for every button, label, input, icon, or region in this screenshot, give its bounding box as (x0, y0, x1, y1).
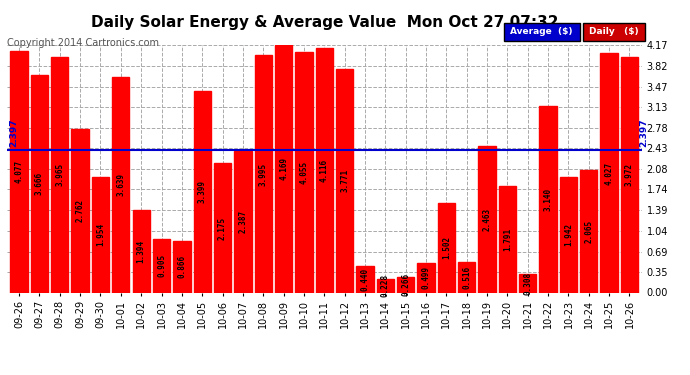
Bar (377, 279, 394, 292)
Text: 0.905: 0.905 (157, 254, 166, 277)
Bar (31, 75, 48, 292)
Bar (295, 52, 313, 292)
Bar (214, 164, 231, 292)
Bar (194, 91, 211, 292)
Text: Daily Solar Energy & Average Value  Mon Oct 27 07:32: Daily Solar Energy & Average Value Mon O… (90, 15, 558, 30)
Bar (478, 146, 495, 292)
Text: 4.116: 4.116 (319, 159, 329, 182)
Bar (132, 210, 150, 292)
Text: Copyright 2014 Cartronics.com: Copyright 2014 Cartronics.com (7, 38, 159, 48)
Text: 0.440: 0.440 (360, 268, 369, 291)
Text: Daily   ($): Daily ($) (589, 27, 639, 36)
Bar (92, 177, 109, 292)
Bar (519, 274, 536, 292)
Text: 3.995: 3.995 (259, 162, 268, 186)
Text: 4.077: 4.077 (14, 160, 23, 183)
Bar (173, 241, 190, 292)
Text: Average  ($): Average ($) (511, 27, 573, 36)
Bar (10, 51, 28, 292)
Bar (275, 45, 293, 292)
Text: 4.027: 4.027 (604, 161, 613, 184)
Bar (580, 170, 598, 292)
Bar (336, 69, 353, 292)
Text: 1.791: 1.791 (503, 228, 512, 251)
Bar (51, 57, 68, 292)
Bar (315, 48, 333, 292)
Text: 2.387: 2.387 (239, 210, 248, 233)
Text: 1.502: 1.502 (442, 236, 451, 260)
Text: 2.175: 2.175 (218, 216, 227, 240)
Bar (458, 262, 475, 292)
Text: 2.762: 2.762 (76, 199, 85, 222)
Bar (72, 129, 89, 292)
Text: 1.942: 1.942 (564, 223, 573, 246)
Bar (153, 239, 170, 292)
Text: 0.516: 0.516 (462, 266, 471, 289)
Bar (560, 177, 577, 292)
Bar (235, 151, 252, 292)
Bar (499, 186, 516, 292)
Text: 3.140: 3.140 (544, 188, 553, 211)
Bar (621, 57, 638, 292)
Text: 4.169: 4.169 (279, 157, 288, 180)
Text: 3.666: 3.666 (35, 172, 44, 195)
Text: 0.866: 0.866 (177, 255, 186, 278)
Text: 1.954: 1.954 (96, 223, 105, 246)
Text: 2.397: 2.397 (9, 118, 18, 147)
Text: 0.308: 0.308 (523, 272, 532, 295)
Text: 3.771: 3.771 (340, 169, 349, 192)
Text: 1.394: 1.394 (137, 240, 146, 263)
Bar (540, 106, 557, 292)
Text: 3.399: 3.399 (198, 180, 207, 203)
Bar (437, 203, 455, 292)
Text: 2.397: 2.397 (640, 118, 649, 147)
Bar (255, 56, 272, 292)
Bar (112, 76, 130, 292)
Bar (356, 266, 374, 292)
Bar (397, 277, 414, 292)
Text: 2.463: 2.463 (482, 208, 491, 231)
Text: 0.266: 0.266 (401, 273, 410, 296)
Bar (417, 263, 435, 292)
Text: 2.065: 2.065 (584, 220, 593, 243)
Bar (600, 54, 618, 292)
Text: 4.055: 4.055 (299, 160, 308, 184)
Text: 3.639: 3.639 (117, 173, 126, 196)
Text: 3.972: 3.972 (625, 163, 634, 186)
Text: 0.499: 0.499 (422, 266, 431, 289)
Text: 0.228: 0.228 (381, 274, 390, 297)
Text: 3.965: 3.965 (55, 163, 64, 186)
